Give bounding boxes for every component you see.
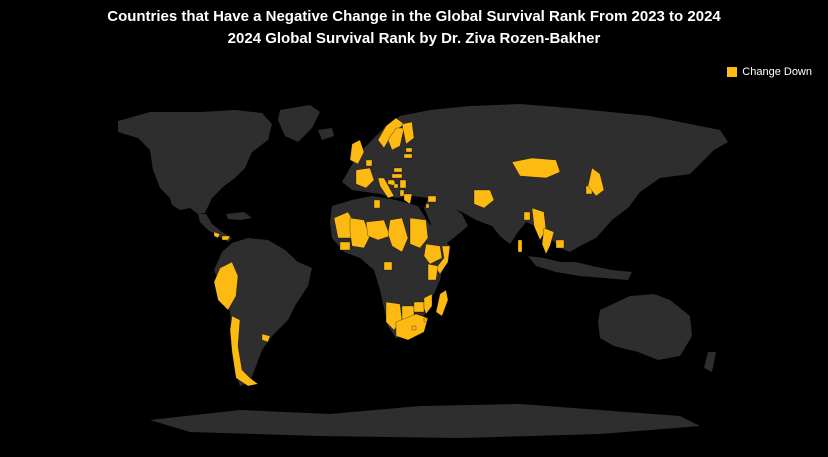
country-slovakia[interactable]: Slovakia: [393, 167, 403, 173]
south-america-landmass: [214, 238, 312, 386]
country-gabon[interactable]: Gabon: [383, 261, 393, 271]
legend[interactable]: Change Down: [727, 66, 812, 78]
country-mozambique[interactable]: Mozambique: [423, 293, 433, 315]
country-greece[interactable]: Greece: [403, 193, 413, 205]
eurasia-landmass: [342, 104, 728, 252]
country-lebanon[interactable]: Lebanon: [425, 203, 430, 209]
indonesia-landmass: [528, 256, 632, 280]
land-layer: [118, 104, 728, 438]
country-thailand[interactable]: Thailand: [541, 227, 555, 255]
country-estonia[interactable]: Estonia: [405, 147, 413, 153]
country-sri-lanka[interactable]: Sri Lanka: [517, 239, 523, 253]
country-serbia[interactable]: Serbia: [399, 179, 407, 189]
country-eswatini[interactable]: Eswatini: [423, 317, 428, 323]
country-netherlands[interactable]: Netherlands: [365, 159, 373, 167]
country-zimbabwe[interactable]: Zimbabwe: [413, 301, 425, 313]
country-madagascar[interactable]: Madagascar: [435, 289, 449, 317]
country-niger[interactable]: Niger: [365, 219, 391, 241]
country-mongolia[interactable]: Mongolia: [511, 157, 561, 179]
caribbean-landmass: [226, 212, 252, 220]
country-latvia[interactable]: Latvia: [403, 153, 413, 159]
country-uruguay[interactable]: Uruguay: [261, 333, 271, 343]
title-block: Countries that Have a Negative Change in…: [0, 6, 828, 50]
north-america-landmass: [118, 110, 272, 214]
new-zealand-landmass: [704, 352, 716, 372]
greenland-landmass: [278, 105, 320, 142]
country-sweden[interactable]: Sweden: [387, 127, 405, 151]
country-italy[interactable]: Italy: [377, 177, 395, 199]
chart-title: Countries that Have a Negative Change in…: [107, 8, 721, 25]
country-hungary[interactable]: Hungary: [391, 173, 403, 179]
country-chad[interactable]: Chad: [387, 217, 409, 253]
australia-landmass: [598, 294, 692, 360]
country-sudan[interactable]: Sudan: [409, 217, 429, 249]
country-costa-rica[interactable]: Costa Rica: [213, 231, 221, 239]
chart-subtitle: 2024 Global Survival Rank by Dr. Ziva Ro…: [227, 30, 601, 47]
country-somalia[interactable]: Somalia: [435, 245, 451, 275]
country-syria[interactable]: Syria: [427, 195, 437, 203]
country-ethiopia[interactable]: Ethiopia: [423, 243, 443, 265]
country-lesotho[interactable]: Lesotho: [411, 325, 417, 331]
country-peru[interactable]: Peru: [213, 261, 239, 311]
country-guinea[interactable]: Guinea: [339, 241, 351, 251]
country-chile[interactable]: Chile: [229, 315, 259, 387]
country-france[interactable]: France: [355, 167, 375, 189]
country-tunisia[interactable]: Tunisia: [373, 199, 381, 209]
antarctica-landmass: [150, 404, 700, 438]
country-united-kingdom[interactable]: United Kingdom: [349, 139, 365, 165]
central-america-landmass: [198, 214, 232, 242]
country-panama[interactable]: Panama: [221, 235, 231, 241]
country-kenya[interactable]: Kenya: [427, 263, 439, 281]
country-mali[interactable]: Mali: [349, 217, 371, 249]
country-finland[interactable]: Finland: [401, 121, 415, 145]
country-bangladesh[interactable]: Bangladesh: [523, 211, 531, 221]
legend-swatch: [727, 67, 738, 77]
country-afghanistan[interactable]: Afghanistan: [473, 189, 495, 209]
iceland-landmass: [318, 128, 334, 140]
country-albania[interactable]: Albania: [399, 189, 405, 197]
country-japan[interactable]: Japan: [587, 167, 605, 197]
highlight-layer: PeruChileUruguayCosta RicaPanamaMauritan…: [213, 117, 605, 387]
country-cambodia[interactable]: Cambodia: [555, 239, 565, 249]
country-bosnia-and-herzegovina[interactable]: Bosnia and Herzegovina: [393, 183, 399, 189]
legend-label: Change Down: [742, 66, 812, 78]
